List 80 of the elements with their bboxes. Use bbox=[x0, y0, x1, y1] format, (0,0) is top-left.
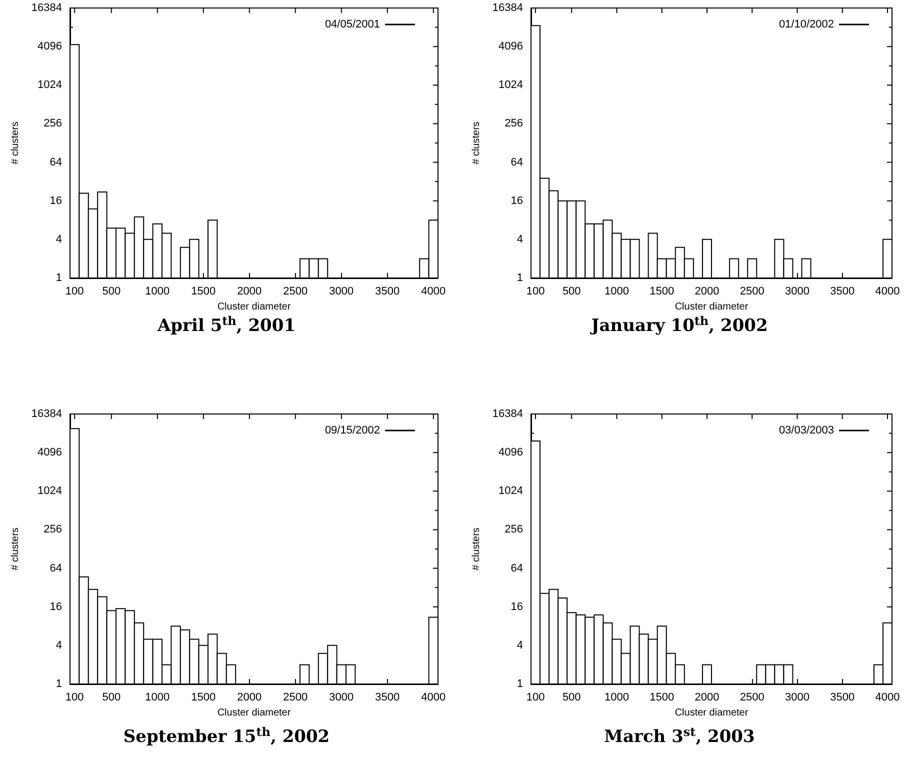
y-tick-label: 64 bbox=[50, 562, 62, 574]
y-tick-label: 1024 bbox=[498, 485, 523, 498]
y-tick-label: 4 bbox=[56, 639, 62, 652]
x-tick-label: 3000 bbox=[784, 286, 810, 298]
y-axis-title: # clusters bbox=[10, 528, 22, 570]
x-tick-label: 4000 bbox=[875, 286, 900, 298]
x-tick-label: 3000 bbox=[329, 692, 354, 704]
x-axis-title: Cluster diameter bbox=[217, 707, 292, 718]
x-tick-label: 1500 bbox=[191, 692, 216, 704]
x-axis-title: Cluster diameter bbox=[217, 301, 292, 312]
y-tick-label: 4096 bbox=[38, 40, 62, 53]
x-tick-label: 500 bbox=[102, 692, 121, 704]
y-tick-label: 1 bbox=[56, 678, 62, 690]
y-tick-label: 256 bbox=[504, 524, 523, 536]
y-tick-label: 16384 bbox=[31, 408, 62, 420]
x-tick-label: 500 bbox=[562, 286, 581, 298]
x-tick-label: 1500 bbox=[650, 286, 674, 298]
x-tick-label: 3000 bbox=[784, 692, 810, 704]
x-tick-label: 100 bbox=[526, 286, 545, 298]
x-tick-label: 1000 bbox=[604, 286, 629, 298]
y-tick-label: 1024 bbox=[38, 79, 62, 92]
x-tick-label: 500 bbox=[562, 692, 581, 704]
x-tick-label: 3500 bbox=[375, 286, 400, 298]
legend-label: 09/15/2002 bbox=[324, 424, 380, 436]
legend-label: 04/05/2001 bbox=[324, 18, 380, 30]
y-tick-label: 256 bbox=[504, 118, 523, 130]
x-tick-label: 1000 bbox=[604, 692, 629, 704]
y-tick-label: 4096 bbox=[38, 446, 62, 459]
y-axis-title: # clusters bbox=[471, 528, 482, 570]
y-tick-label: 16 bbox=[510, 600, 523, 613]
legend-label: 03/03/2003 bbox=[778, 424, 834, 436]
y-tick-label: 16 bbox=[50, 600, 62, 613]
y-tick-label: 1024 bbox=[38, 485, 62, 498]
x-tick-label: 3500 bbox=[830, 286, 855, 298]
x-tick-label: 4000 bbox=[421, 286, 446, 298]
y-tick-label: 16384 bbox=[492, 2, 523, 14]
y-tick-label: 4096 bbox=[498, 40, 523, 53]
y-tick-label: 16384 bbox=[492, 408, 523, 420]
x-tick-label: 1000 bbox=[145, 286, 170, 298]
x-tick-label: 2500 bbox=[283, 286, 308, 298]
x-tick-label: 2500 bbox=[283, 692, 308, 704]
x-tick-label: 1500 bbox=[191, 286, 216, 298]
y-tick-label: 256 bbox=[44, 524, 62, 536]
x-tick-label: 100 bbox=[65, 286, 84, 298]
x-tick-label: 2000 bbox=[694, 286, 720, 298]
y-tick-label: 256 bbox=[44, 118, 62, 130]
y-tick-label: 1024 bbox=[498, 79, 523, 92]
x-tick-label: 1500 bbox=[650, 692, 674, 704]
x-tick-label: 2500 bbox=[740, 286, 764, 298]
y-tick-label: 16 bbox=[510, 194, 523, 207]
y-tick-label: 4 bbox=[56, 233, 62, 246]
y-axis-title: # clusters bbox=[10, 122, 22, 164]
x-tick-label: 500 bbox=[102, 286, 121, 298]
x-tick-label: 100 bbox=[65, 692, 84, 704]
x-tick-label: 3500 bbox=[830, 692, 855, 704]
y-tick-label: 1 bbox=[56, 272, 62, 284]
y-tick-label: 1 bbox=[516, 678, 523, 690]
x-tick-label: 100 bbox=[526, 692, 545, 704]
y-tick-label: 1 bbox=[516, 272, 523, 284]
x-axis-title: Cluster diameter bbox=[674, 707, 749, 718]
y-tick-label: 64 bbox=[510, 562, 523, 574]
x-tick-label: 4000 bbox=[875, 692, 900, 704]
y-axis-title: # clusters bbox=[471, 122, 482, 164]
y-tick-label: 4096 bbox=[498, 446, 523, 459]
y-tick-label: 4 bbox=[516, 233, 523, 246]
x-tick-label: 2000 bbox=[237, 286, 262, 298]
legend-label: 01/10/2002 bbox=[778, 18, 834, 30]
x-tick-label: 2500 bbox=[740, 692, 764, 704]
y-tick-label: 4 bbox=[516, 639, 523, 652]
x-tick-label: 3500 bbox=[375, 692, 400, 704]
y-tick-label: 64 bbox=[510, 156, 523, 168]
x-tick-label: 4000 bbox=[421, 692, 446, 704]
x-tick-label: 3000 bbox=[329, 286, 354, 298]
y-tick-label: 64 bbox=[50, 156, 62, 168]
x-axis-title: Cluster diameter bbox=[674, 301, 749, 312]
x-tick-label: 2000 bbox=[694, 692, 720, 704]
x-tick-label: 2000 bbox=[237, 692, 262, 704]
y-tick-label: 16 bbox=[50, 194, 62, 207]
x-tick-label: 1000 bbox=[145, 692, 170, 704]
y-tick-label: 16384 bbox=[31, 2, 62, 14]
